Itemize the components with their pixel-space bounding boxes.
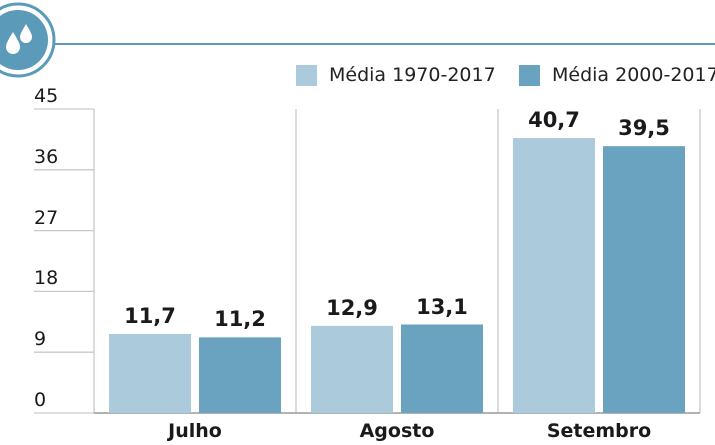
- legend-item-1970-2017: Média 1970-2017: [296, 64, 496, 86]
- bar-agosto-series-2: [401, 324, 483, 413]
- x-category-label: Julho: [168, 420, 222, 442]
- water-drop-icon: [0, 2, 56, 78]
- legend-label: Média 1970-2017: [329, 64, 496, 86]
- bar-julho-series-1: [109, 333, 191, 413]
- bar-layer: [109, 138, 685, 413]
- y-tick-label: 18: [34, 267, 59, 290]
- bar-setembro-series-1: [513, 138, 595, 413]
- data-label: 12,9: [326, 295, 378, 320]
- x-category-label: Agosto: [359, 420, 435, 442]
- bar-agosto-series-1: [311, 325, 393, 413]
- data-label: 13,1: [416, 294, 468, 319]
- y-tick-label: 0: [34, 389, 47, 411]
- x-category-label: Setembro: [546, 420, 652, 442]
- y-tick-label: 45: [34, 85, 59, 107]
- bar-setembro-series-2: [603, 146, 685, 413]
- legend-swatch-dark: [519, 64, 540, 86]
- grid-layer: [34, 108, 701, 414]
- data-label: 39,5: [618, 116, 670, 141]
- y-tick-label: 27: [34, 206, 59, 229]
- data-label: 11,7: [124, 303, 176, 328]
- legend: Média 1970-2017 Média 2000-2017: [0, 64, 715, 94]
- y-tick-label: 36: [34, 145, 59, 168]
- legend-label: Média 2000-2017: [552, 64, 715, 86]
- bar-julho-series-2: [199, 337, 281, 413]
- legend-item-2000-2017: Média 2000-2017: [519, 64, 715, 86]
- data-label: 11,2: [214, 307, 266, 332]
- data-label: 40,7: [528, 108, 580, 133]
- y-tick-label: 9: [34, 328, 47, 351]
- legend-swatch-light: [296, 64, 317, 86]
